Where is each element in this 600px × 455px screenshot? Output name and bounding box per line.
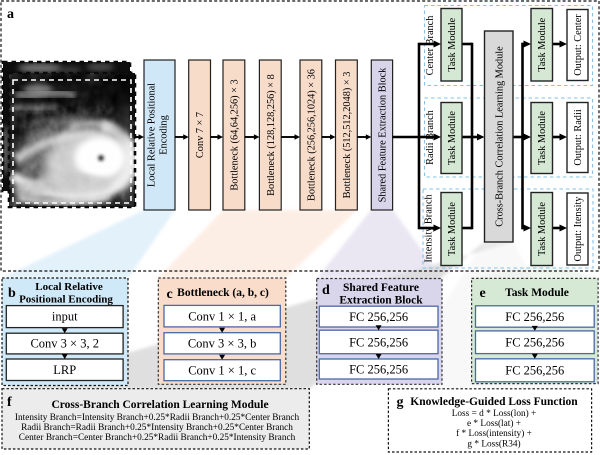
- svg-text:Cross-Branch Correlation Learn: Cross-Branch Correlation Learning Module: [51, 399, 268, 411]
- svg-text:Output: Radii: Output: Radii: [573, 109, 584, 165]
- svg-text:Task Module: Task Module: [505, 287, 569, 299]
- svg-text:Center Branch=Center Branch+0.: Center Branch=Center Branch+0.25*Radii B…: [19, 433, 296, 443]
- svg-text:FC 256,256: FC 256,256: [349, 336, 408, 350]
- svg-text:Task Module: Task Module: [447, 17, 458, 71]
- svg-text:Conv 3 × 3, 2: Conv 3 × 3, 2: [30, 337, 99, 351]
- svg-text:a: a: [7, 7, 14, 22]
- svg-text:Cross-Branch Correlation Learn: Cross-Branch Correlation Learning Module: [495, 46, 506, 227]
- svg-text:c: c: [167, 287, 173, 302]
- svg-text:f: f: [7, 395, 12, 410]
- svg-text:Conv 1 × 1, a: Conv 1 × 1, a: [188, 310, 256, 324]
- svg-text:Bottleneck (128,128,256) × 8: Bottleneck (128,128,256) × 8: [266, 74, 277, 196]
- svg-text:Encoding: Encoding: [159, 115, 170, 154]
- svg-text:LRP: LRP: [53, 363, 76, 377]
- svg-text:Radii Branch=Radii Branch+0.25: Radii Branch=Radii Branch+0.25*Intensity…: [21, 423, 293, 433]
- svg-text:Output: Center: Output: Center: [573, 14, 584, 76]
- svg-text:Extraction Block: Extraction Block: [339, 295, 423, 307]
- svg-text:b: b: [8, 286, 16, 301]
- svg-text:Loss = d * Loss(lon) +: Loss = d * Loss(lon) +: [452, 408, 537, 419]
- svg-text:Conv 1 × 1, c: Conv 1 × 1, c: [188, 364, 256, 378]
- svg-text:Conv 7 × 7: Conv 7 × 7: [195, 112, 206, 158]
- svg-text:Output: Itensity: Output: Itensity: [573, 196, 584, 262]
- svg-text:Knowledge-Guided Loss Function: Knowledge-Guided Loss Function: [410, 396, 578, 408]
- svg-text:Bottleneck (512,512,2048) ×: Bottleneck (512,512,2048) × 3: [342, 72, 353, 199]
- svg-text:g: g: [397, 395, 404, 410]
- svg-text:Intensity Branch=Intensity Bra: Intensity Branch=Intensity Branch+0.25*R…: [15, 413, 300, 423]
- svg-text:f * Loss(intensity) +: f * Loss(intensity) +: [456, 428, 532, 439]
- svg-text:Bottleneck (64,64,256) × 3: Bottleneck (64,64,256) × 3: [230, 79, 241, 190]
- svg-text:FC 256,256: FC 256,256: [505, 336, 564, 350]
- svg-text:e * Loss(lat) +: e * Loss(lat) +: [467, 418, 521, 429]
- svg-text:FC 256,256: FC 256,256: [505, 364, 564, 378]
- svg-text:e: e: [480, 286, 486, 301]
- svg-text:Shared Feature Extraction Bloc: Shared Feature Extraction Block: [378, 67, 389, 203]
- svg-text:FC 256,256: FC 256,256: [505, 310, 564, 324]
- svg-text:FC 256,256: FC 256,256: [349, 363, 408, 377]
- svg-text:Task Module: Task Module: [447, 202, 458, 256]
- svg-text:Task Module: Task Module: [447, 111, 458, 165]
- svg-text:Local Relative: Local Relative: [35, 281, 103, 293]
- svg-text:input: input: [52, 310, 78, 324]
- svg-text:Positional Encoding: Positional Encoding: [19, 294, 113, 306]
- svg-text:Bottleneck (256,256,1024) ×: Bottleneck (256,256,1024) × 36: [307, 69, 318, 201]
- svg-text:Bottleneck (a, b, c): Bottleneck (a, b, c): [177, 287, 269, 299]
- svg-text:d: d: [322, 283, 330, 298]
- svg-text:Task Module: Task Module: [537, 111, 548, 165]
- svg-text:g * Loss(R34): g * Loss(R34): [467, 439, 520, 450]
- svg-text:Task Module: Task Module: [537, 17, 548, 71]
- svg-text:Shared Feature: Shared Feature: [343, 282, 419, 294]
- svg-text:Conv 3 × 3, b: Conv 3 × 3, b: [188, 337, 257, 351]
- svg-text:Local Relative Positional: Local Relative Positional: [147, 83, 158, 187]
- svg-text:FC 256,256: FC 256,256: [349, 310, 408, 324]
- svg-text:Task Module: Task Module: [537, 202, 548, 256]
